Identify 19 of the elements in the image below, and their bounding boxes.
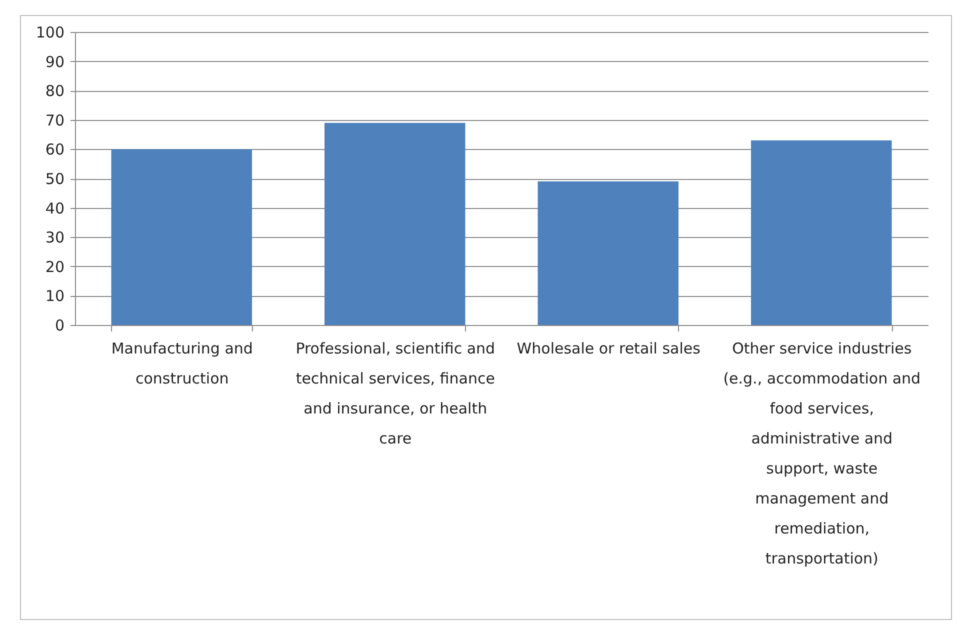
y-tick-label: 0 bbox=[54, 316, 64, 334]
bar bbox=[111, 149, 252, 325]
y-tick-label: 60 bbox=[45, 140, 64, 159]
bar bbox=[538, 181, 678, 325]
y-tick-label: 50 bbox=[45, 170, 64, 188]
y-tick-label: 90 bbox=[45, 52, 64, 71]
y-tick-label: 100 bbox=[36, 24, 64, 42]
bar bbox=[324, 122, 466, 325]
x-tick-label: Manufacturing and construction bbox=[111, 340, 253, 388]
bar bbox=[751, 140, 892, 325]
y-tick-label: 70 bbox=[45, 111, 64, 130]
x-tick-label: Professional, scientific and technical services, finance and insurance, or health care bbox=[296, 340, 496, 448]
y-tick-label: 30 bbox=[45, 228, 64, 247]
x-tick-label: Wholesale or retail sales bbox=[516, 340, 701, 358]
y-tick-label: 20 bbox=[45, 258, 64, 276]
x-tick-label: Other service industries (e.g., accommodation and food services, administrative and support, waste management and remediation, transportation) bbox=[723, 340, 921, 568]
y-tick-label: 40 bbox=[45, 199, 64, 218]
y-tick-label: 80 bbox=[45, 82, 64, 100]
y-tick-label: 10 bbox=[45, 287, 64, 306]
